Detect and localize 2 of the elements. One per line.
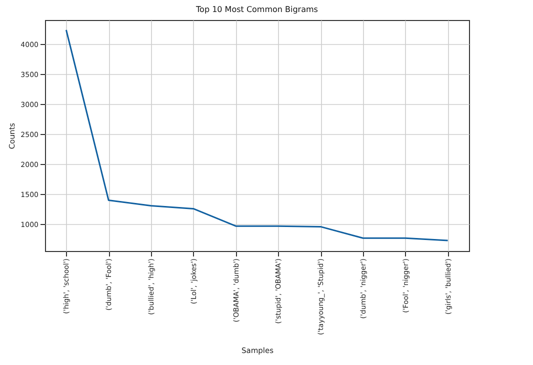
chart-title: Top 10 Most Common Bigrams (195, 5, 318, 14)
line-series (65, 29, 449, 242)
